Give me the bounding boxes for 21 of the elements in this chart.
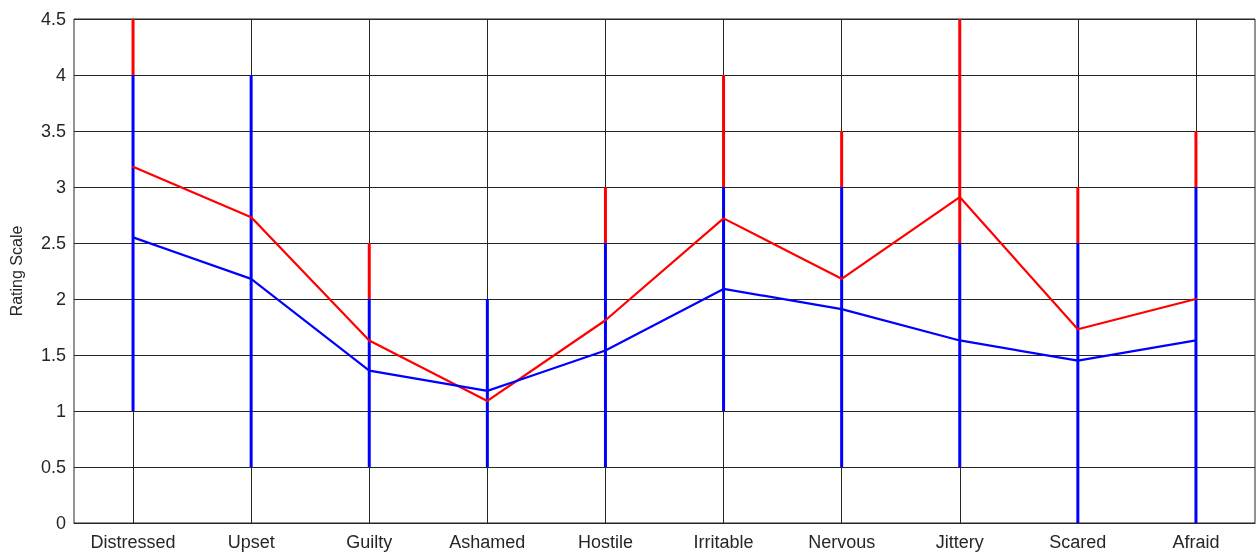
- x-tick-label: Distressed: [90, 532, 176, 552]
- x-tick-label: Guilty: [346, 532, 393, 552]
- y-tick-label: 2.5: [40, 233, 66, 253]
- x-tick-label: Ashamed: [449, 532, 526, 552]
- y-tick-label: 3: [55, 177, 66, 197]
- y-tick-label: 1: [55, 401, 66, 421]
- x-tick-label: Nervous: [808, 532, 876, 552]
- x-tick-label: Jittery: [935, 532, 984, 552]
- y-tick-label: 0: [55, 513, 66, 533]
- x-tick-label: Scared: [1049, 532, 1107, 552]
- x-tick-label: Irritable: [693, 532, 754, 552]
- y-tick-label: 3.5: [40, 121, 66, 141]
- x-tick-label: Upset: [227, 532, 275, 552]
- y-tick-label: 2: [55, 289, 66, 309]
- x-tick-label: Afraid: [1172, 532, 1220, 552]
- y-tick-label: 4.5: [40, 9, 66, 29]
- y-tick-label: 4: [55, 65, 66, 85]
- y-tick-label: 0.5: [40, 457, 66, 477]
- x-tick-label: Hostile: [577, 532, 633, 552]
- y-tick-label: 1.5: [40, 345, 66, 365]
- y-axis-title: Rating Scale: [7, 225, 25, 317]
